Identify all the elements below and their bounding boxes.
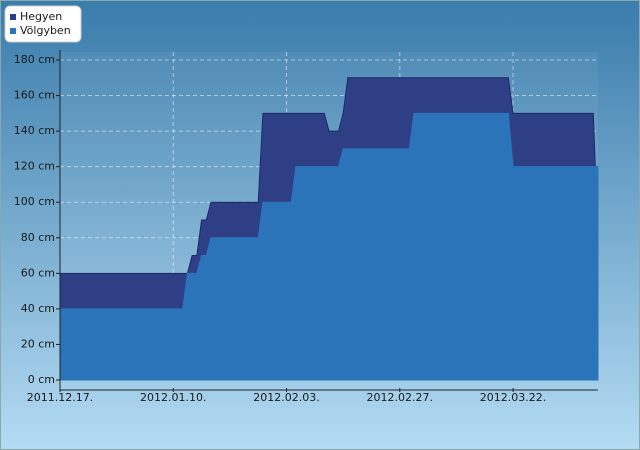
x-tick-label: 2012.03.22.	[480, 391, 546, 404]
x-tick-label: 2012.02.03.	[253, 391, 319, 404]
y-tick-label: 180 cm	[14, 53, 55, 66]
y-tick-label: 60 cm	[21, 266, 55, 279]
legend-label: Völgyben	[20, 24, 71, 37]
legend-swatch	[10, 28, 16, 34]
legend-box	[4, 5, 82, 43]
y-tick-label: 20 cm	[21, 337, 55, 350]
x-tick-label: 2011.12.17.	[27, 391, 93, 404]
y-tick-label: 0 cm	[28, 373, 55, 386]
y-tick-label: 80 cm	[21, 231, 55, 244]
y-tick-label: 160 cm	[14, 89, 55, 102]
y-tick-label: 140 cm	[14, 124, 55, 137]
legend-label: Hegyen	[20, 10, 62, 23]
area	[59, 112, 599, 381]
x-tick-label: 2012.01.10.	[140, 391, 206, 404]
y-tick-label: 40 cm	[21, 302, 55, 315]
y-tick-label: 100 cm	[14, 195, 55, 208]
y-tick-label: 120 cm	[14, 160, 55, 173]
x-tick-label: 2012.02.27.	[367, 391, 433, 404]
legend-swatch	[10, 14, 16, 20]
